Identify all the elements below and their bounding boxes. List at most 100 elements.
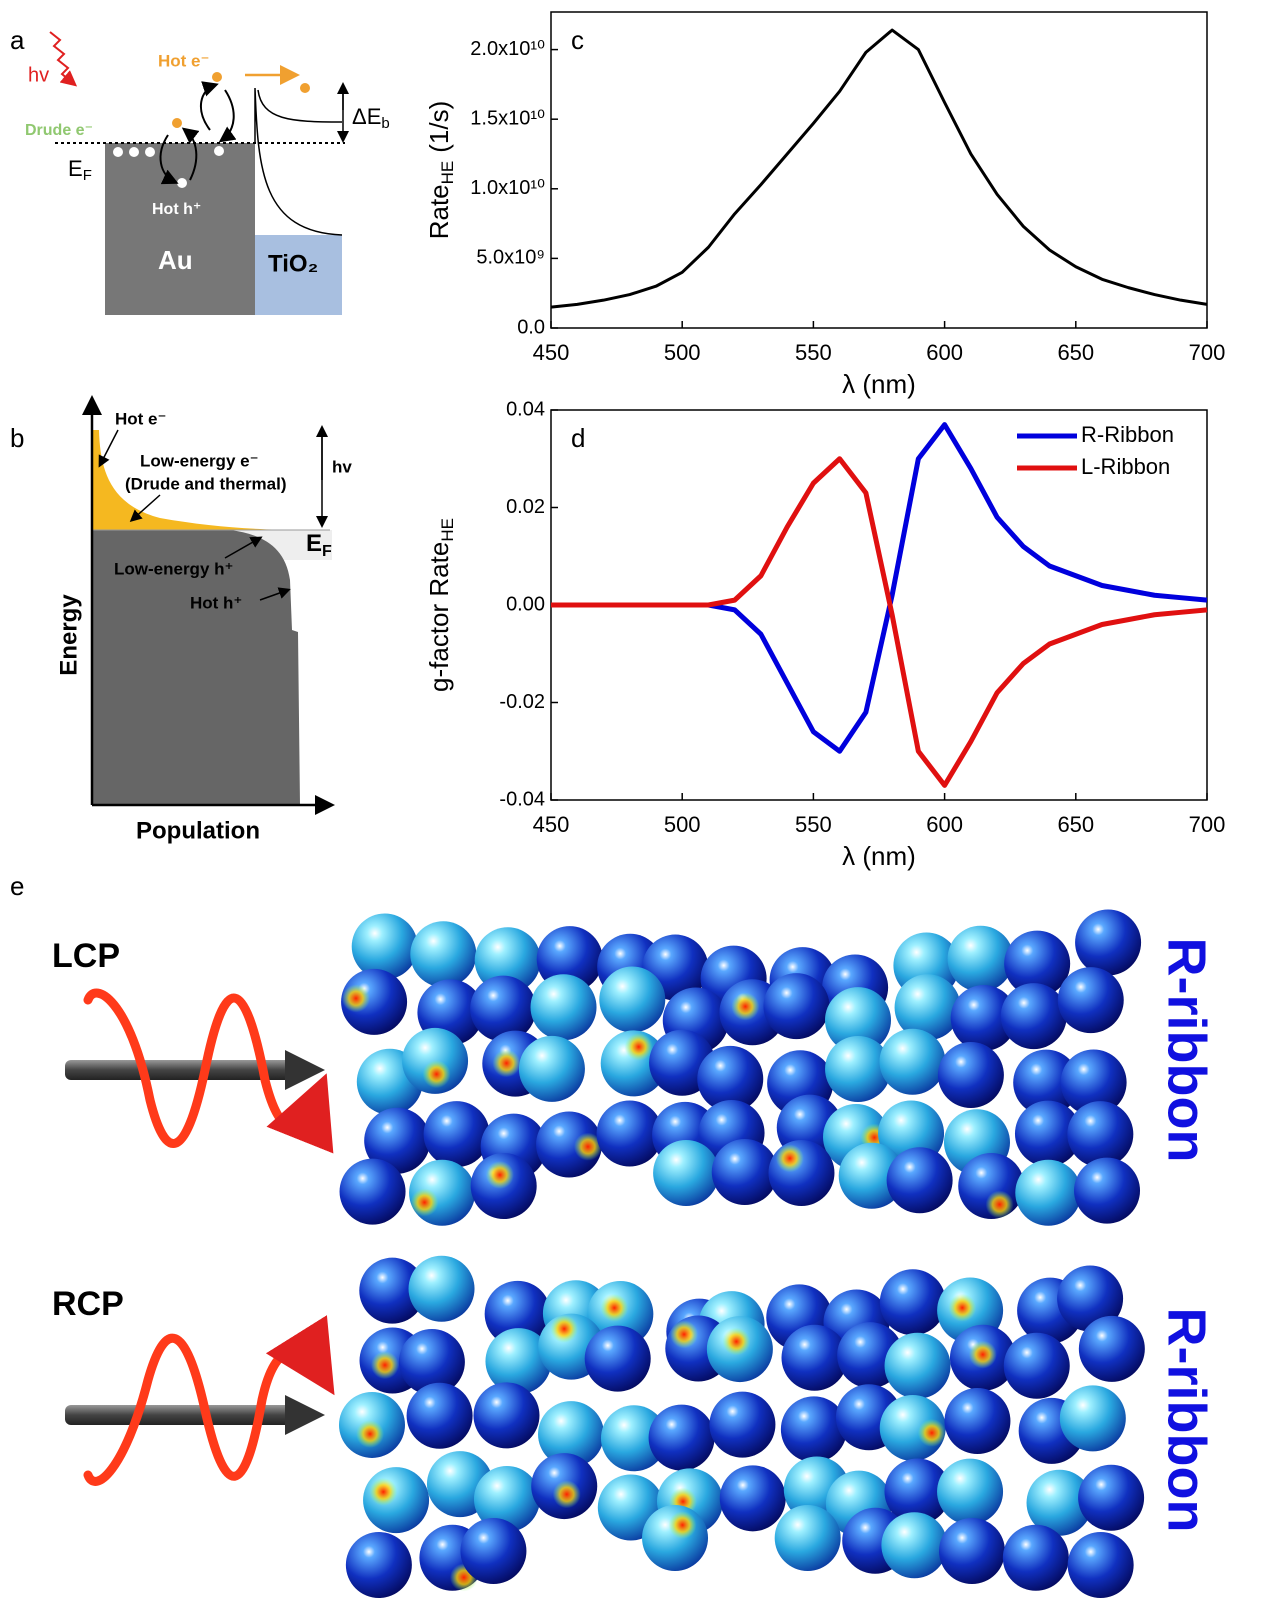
metal-block [105,143,255,315]
sphere [423,1101,490,1168]
light-arrow [65,1315,335,1486]
sphere [1075,909,1142,976]
sphere [938,1518,1005,1584]
y-axis-label-sub: HE [438,161,457,185]
fermi-sub: F [322,543,332,560]
sphere [536,926,603,993]
hole [145,147,155,157]
excitation-arrow [159,134,179,185]
hot-spot [670,1320,699,1349]
hot-spot [624,1032,653,1061]
y-tick-label: -0.04 [499,788,545,810]
electron [300,83,310,93]
barrier-sub: b [381,115,389,132]
barrier-curve [257,89,343,123]
sphere [768,1139,835,1206]
hot-spot [775,1144,804,1173]
hole [214,146,224,156]
panel-label: a [10,25,25,55]
x-tick-label: 450 [533,812,570,837]
low-electron-note: (Drude and thermal) [125,474,287,493]
sphere [950,985,1017,1052]
hole [113,147,123,157]
sphere [881,1512,948,1579]
y-tick-label: 0.04 [506,398,545,420]
y-axis-label: RateHE (1/s) [424,101,458,240]
panel-label: c [571,25,584,55]
hot-spot [410,1188,439,1217]
legend-label: L-Ribbon [1081,454,1170,479]
hot-spot [968,1340,997,1369]
hot-spot [948,1293,977,1322]
hot-spot [369,1477,398,1506]
sphere [1026,1469,1093,1536]
x-tick-label: 700 [1189,340,1226,365]
sphere [536,1111,603,1178]
panel-b: b hv EF Hot e⁻ Low-energy e⁻ (Drude and … [10,395,352,844]
electron [212,72,222,82]
pointer [129,494,161,522]
y-tick-label: 0.02 [506,496,545,518]
barrier-text: ΔE [352,104,381,129]
panel-e: e LCP RCP R-ribbon R-ribbon [10,871,1217,1598]
light-arrow [65,988,334,1154]
y-axis-label-unit: (1/s) [424,101,454,153]
photon-label: hv [332,457,352,476]
sphere [1078,1315,1145,1382]
hot-electron-label: Hot e⁻ [115,409,166,428]
hot-spot [731,992,760,1021]
photon-label: hv [28,64,49,86]
sphere [697,1045,764,1112]
sphere [1004,930,1071,997]
hot-spot [668,1511,697,1540]
hot-spot [356,1419,385,1448]
sphere-ribbons [339,909,1145,1598]
y-axis-label: Energy [55,594,82,676]
sphere [1057,1265,1124,1332]
barrier-label: ΔEb [352,104,390,132]
y-axis-label-sub: HE [438,518,457,542]
sphere [359,1257,426,1324]
pointer [259,587,291,601]
electron [172,118,182,128]
sphere [947,925,1014,992]
structure-label: R-ribbon [1157,1308,1217,1533]
hot-electron-label: Hot e⁻ [158,51,209,70]
sphere [1013,1049,1080,1116]
panel-label: e [10,871,24,901]
sphere [709,1391,776,1458]
x-axis-label: Population [136,817,260,844]
sphere [780,1396,847,1463]
electron-population [92,430,300,530]
sphere [408,1255,475,1322]
sphere [1074,1157,1141,1224]
x-tick-label: 600 [926,340,963,365]
sphere [600,1405,667,1472]
photon-arrow [49,31,78,87]
low-hole-label: Low-energy h⁺ [114,559,233,578]
sphere [879,1028,946,1095]
y-tick-label: 1.0x10¹⁰ [470,177,545,199]
sphere [518,1035,585,1102]
excitation-arrow [218,89,237,143]
semiconductor-label: TiO₂ [268,250,318,277]
sphere [599,966,666,1033]
sphere [530,974,597,1041]
sphere [1059,1385,1126,1452]
sphere [1078,1464,1145,1531]
low-electron-label: Low-energy e⁻ [140,451,259,470]
series-line [550,28,1208,309]
y-tick-label: 0.00 [506,593,545,615]
plot-frame [550,11,1208,329]
sphere [886,1147,953,1214]
sphere [485,1328,552,1395]
hot-spot [917,1418,946,1447]
sphere [406,1382,473,1449]
chart: 450 500 550 600 650 700 -0.04 -0.02 0.00 0.02 0.04… [424,398,1225,871]
y-tick-label: 2.0x10¹⁰ [470,38,545,60]
y-tick-label: -0.02 [499,691,545,713]
sphere [460,1518,527,1584]
x-tick-label: 600 [926,812,963,837]
y-axis-label: g-factor RateHE [424,518,458,692]
sphere [1002,1524,1069,1591]
